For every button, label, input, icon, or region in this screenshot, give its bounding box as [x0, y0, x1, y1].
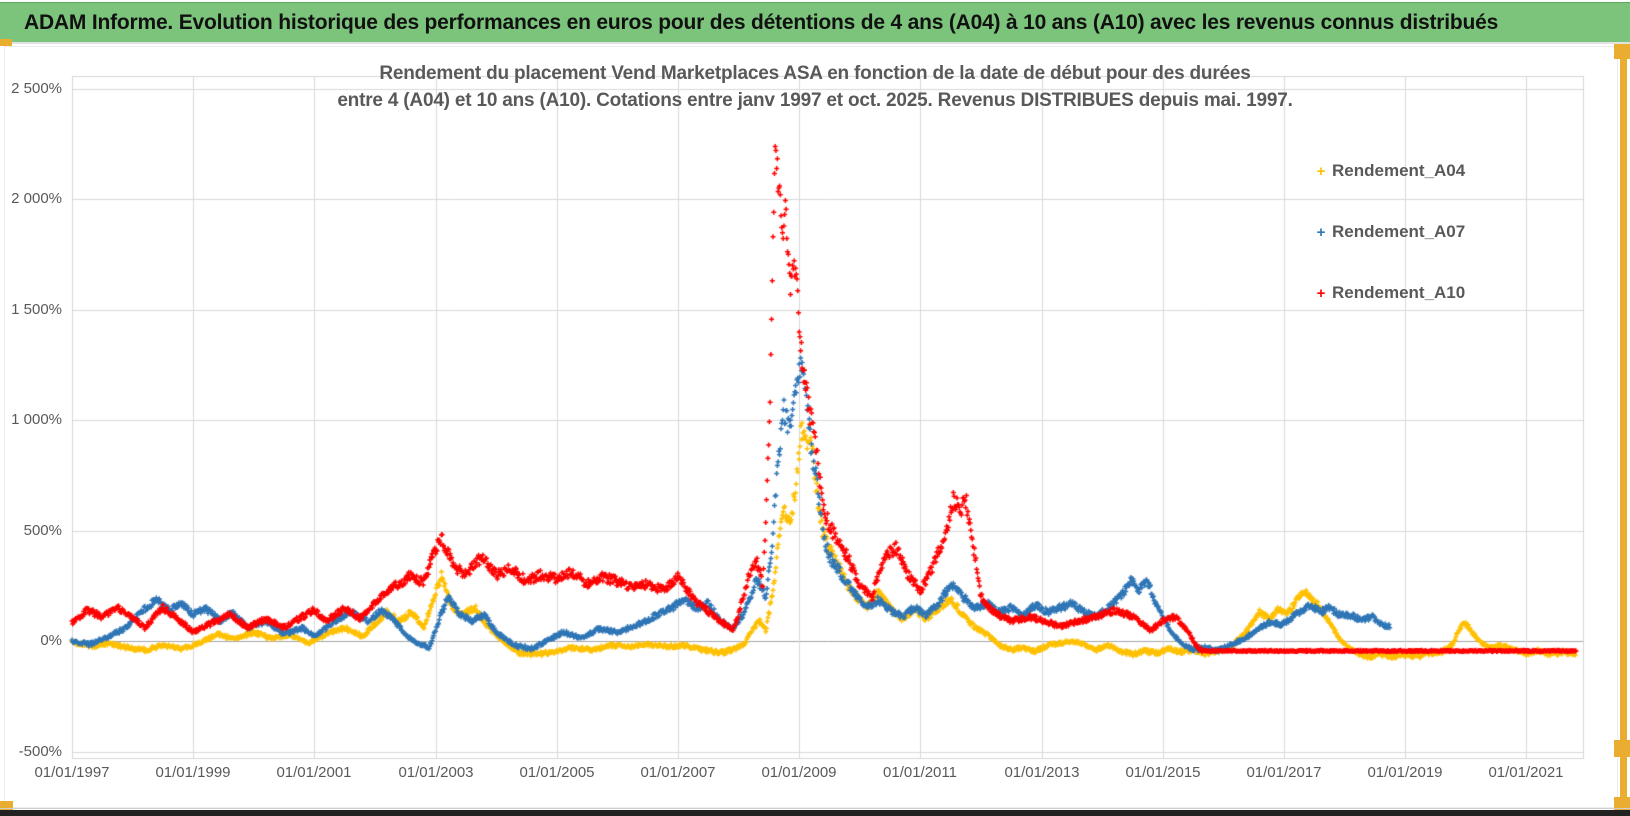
y-tick-label: 1 500%: [11, 301, 62, 318]
plus-marker-icon: +: [1316, 284, 1326, 302]
chart-title-line1: Rendement du placement Vend Marketplaces…: [379, 63, 1251, 84]
x-tick-label: 01/01/2005: [519, 764, 595, 781]
legend-label: Rendement_A04: [1332, 161, 1466, 180]
x-tick-label: 01/01/2003: [398, 764, 474, 781]
selection-handle-top-right[interactable]: [1614, 44, 1630, 59]
y-tick-label: -500%: [18, 743, 62, 760]
x-tick-label: 01/01/2011: [883, 764, 957, 781]
selection-handle-mid-right[interactable]: [1614, 740, 1630, 757]
selection-border-right[interactable]: [1620, 44, 1627, 812]
x-tick-label: 01/01/2013: [1004, 764, 1080, 781]
y-tick-label: 1 000%: [11, 411, 62, 428]
legend-label: Rendement_A07: [1332, 222, 1466, 241]
header-divider: [0, 42, 1630, 44]
plus-marker-icon: +: [1316, 162, 1326, 180]
legend-item-a04[interactable]: + Rendement_A04: [1312, 159, 1512, 183]
sheet-bottom-bar: [0, 810, 1630, 816]
x-tick-label: 01/01/2015: [1125, 764, 1201, 781]
x-tick-label: 01/01/2017: [1246, 764, 1322, 781]
y-tick-label: 500%: [23, 522, 62, 539]
y-tick-label: 0%: [40, 632, 62, 649]
y-tick-label: 2 500%: [11, 80, 62, 97]
x-tick-label: 01/01/2019: [1367, 764, 1443, 781]
header-title: ADAM Informe. Evolution historique des p…: [24, 11, 1499, 34]
x-tick-label: 01/01/2009: [761, 764, 837, 781]
x-tick-label: 01/01/2007: [640, 764, 716, 781]
plus-marker-icon: +: [1316, 223, 1326, 241]
x-tick-label: 01/01/2001: [276, 764, 352, 781]
sheet-divider-line: [0, 808, 1630, 809]
x-tick-label: 01/01/1997: [34, 764, 110, 781]
header-bar[interactable]: ADAM Informe. Evolution historique des p…: [0, 2, 1630, 43]
x-tick-label: 01/01/2021: [1488, 764, 1564, 781]
chart-title[interactable]: Rendement du placement Vend Marketplaces…: [0, 60, 1630, 114]
legend-item-a07[interactable]: + Rendement_A07: [1312, 220, 1512, 244]
selection-handle-bottom-left[interactable]: [0, 801, 13, 812]
x-tick-label: 01/01/1999: [155, 764, 231, 781]
legend-item-a10[interactable]: + Rendement_A10: [1312, 281, 1512, 305]
y-tick-label: 2 000%: [11, 190, 62, 207]
selection-handle-top-left[interactable]: [0, 39, 12, 46]
chart-title-line2: entre 4 (A04) et 10 ans (A10). Cotations…: [337, 90, 1293, 111]
legend-label: Rendement_A10: [1332, 283, 1466, 302]
